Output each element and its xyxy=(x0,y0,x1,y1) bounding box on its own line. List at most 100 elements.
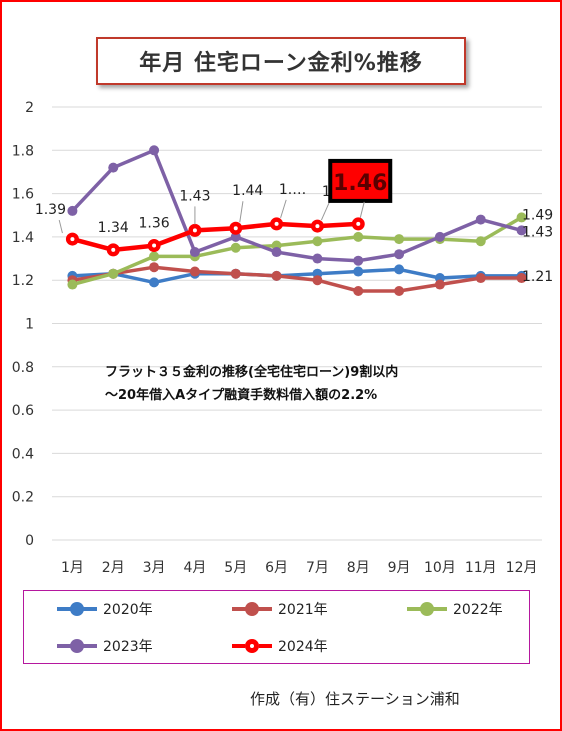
data-point-center xyxy=(356,221,361,226)
data-label-2024: 1.44 xyxy=(232,183,263,199)
data-point xyxy=(434,231,445,242)
data-label-right-end: 1.21 xyxy=(522,269,553,285)
data-point xyxy=(312,275,323,286)
legend-label: 2022年 xyxy=(453,602,503,618)
y-tick-label: 0.4 xyxy=(12,446,34,462)
chart-title-box: 年月 住宅ローン金利%推移 xyxy=(96,37,466,85)
data-point xyxy=(271,270,282,281)
legend-item-2022: 2022年 xyxy=(407,599,503,619)
data-point xyxy=(353,286,364,297)
data-point xyxy=(108,162,119,173)
series-line-2022 xyxy=(71,215,523,287)
x-tick-label: 3月 xyxy=(143,560,166,576)
chart-note: フラット３５金利の推移(全宅住宅ローン)9割以内 ～20年借入Aタイプ融資手数料… xyxy=(105,361,398,407)
data-point xyxy=(394,249,405,260)
data-point xyxy=(394,286,405,297)
series-line-2020 xyxy=(72,267,522,285)
data-point xyxy=(312,236,323,247)
legend-item-2024: 2024年 xyxy=(232,636,328,656)
data-point xyxy=(189,247,200,258)
legend-swatch xyxy=(57,602,97,616)
data-point xyxy=(516,212,527,223)
x-tick-label: 10月 xyxy=(424,560,456,576)
legend-item-2020: 2020年 xyxy=(57,599,153,619)
series-line-2021 xyxy=(72,265,522,293)
data-point xyxy=(312,253,323,264)
data-point-center xyxy=(192,228,197,233)
data-point xyxy=(108,268,119,279)
x-tick-label: 1月 xyxy=(61,560,84,576)
data-point xyxy=(394,264,405,275)
data-point xyxy=(149,277,160,288)
footer-credit: 作成（有）住ステーション浦和 xyxy=(250,690,460,708)
data-point-center xyxy=(233,226,238,231)
data-point xyxy=(475,214,486,225)
data-label-highlight: 1.46 xyxy=(333,171,387,196)
legend-label: 2024年 xyxy=(278,639,328,655)
y-tick-label: 1.4 xyxy=(12,230,34,246)
data-point xyxy=(67,279,78,290)
data-point xyxy=(149,262,160,273)
data-label-2024: 1.34 xyxy=(98,220,129,236)
y-tick-label: 1.8 xyxy=(12,143,34,159)
data-point xyxy=(230,242,241,253)
data-point xyxy=(353,266,364,277)
data-point xyxy=(67,205,78,216)
x-tick-label: 12月 xyxy=(506,560,538,576)
data-label-2024: 1.43 xyxy=(179,188,210,204)
data-point-center xyxy=(111,247,116,252)
data-point xyxy=(189,266,200,277)
data-point xyxy=(475,273,486,284)
legend-swatch xyxy=(232,602,272,616)
y-tick-label: 2 xyxy=(25,100,34,116)
data-point xyxy=(230,268,241,279)
y-tick-label: 0.2 xyxy=(12,490,34,506)
legend: 2020年 2021年 2022年 2023年 2024年 xyxy=(23,590,530,664)
legend-item-2021: 2021年 xyxy=(232,599,328,619)
data-point-center xyxy=(315,224,320,229)
legend-item-2023: 2023年 xyxy=(57,636,153,656)
y-tick-label: 0.6 xyxy=(12,403,34,419)
data-label-2024: 1.39 xyxy=(35,202,66,218)
y-tick-label: 1.2 xyxy=(12,273,34,289)
label-leader xyxy=(280,199,287,219)
data-point xyxy=(394,234,405,245)
y-tick-label: 1.6 xyxy=(12,187,34,203)
y-tick-label: 0 xyxy=(25,533,34,549)
series-line-2023 xyxy=(71,148,523,263)
data-point xyxy=(353,231,364,242)
data-point xyxy=(149,145,160,156)
data-point-center xyxy=(152,243,157,248)
legend-label: 2023年 xyxy=(103,639,153,655)
x-tick-label: 8月 xyxy=(347,560,370,576)
data-point xyxy=(271,247,282,258)
y-tick-label: 0.8 xyxy=(12,360,34,376)
x-tick-label: 6月 xyxy=(265,560,288,576)
label-leader xyxy=(239,201,244,223)
data-label-2024: 1.36 xyxy=(138,216,169,232)
x-tick-label: 11月 xyxy=(465,560,497,576)
x-tick-label: 7月 xyxy=(306,560,329,576)
legend-swatch xyxy=(57,639,97,653)
data-label-2024: 1.… xyxy=(279,182,306,198)
legend-swatch xyxy=(232,639,272,653)
note-line-2: ～20年借入Aタイプ融資手数料借入額の2.2% xyxy=(105,388,378,403)
x-tick-label: 4月 xyxy=(183,560,206,576)
label-leader xyxy=(359,201,365,219)
data-point xyxy=(149,251,160,262)
data-point xyxy=(475,236,486,247)
data-point-center xyxy=(274,221,279,226)
label-leader xyxy=(320,201,330,221)
legend-label: 2021年 xyxy=(278,602,328,618)
data-point-center xyxy=(70,237,75,242)
legend-label: 2020年 xyxy=(103,602,153,618)
x-tick-label: 5月 xyxy=(224,560,247,576)
highlight-box xyxy=(332,162,389,199)
chart-title: 年月 住宅ローン金利%推移 xyxy=(139,51,423,76)
data-label-right-end: 1.43 xyxy=(522,224,553,240)
note-line-1: フラット３５金利の推移(全宅住宅ローン)9割以内 xyxy=(105,365,399,380)
y-tick-label: 1 xyxy=(25,317,34,333)
data-point xyxy=(434,279,445,290)
x-tick-label: 9月 xyxy=(388,560,411,576)
series-line-2024 xyxy=(71,221,359,253)
